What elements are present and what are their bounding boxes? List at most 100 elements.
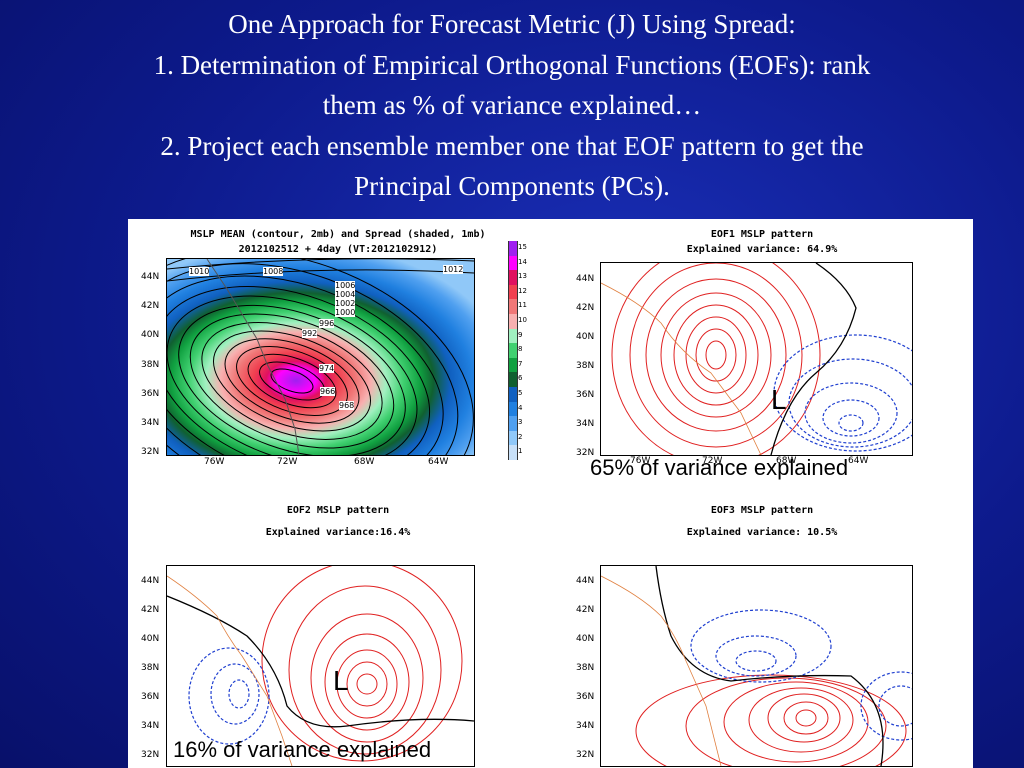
eof2-title-1: EOF2 MSLP pattern [286,505,390,516]
colorbar-label: 2 [518,432,523,441]
colorbar-segment [508,255,518,271]
lat-tick: 36N [576,390,595,400]
lat-tick: 36N [141,389,160,399]
title-line-2: 1. Determination of Empirical Orthogonal… [153,49,871,80]
slide-title: One Approach for Forecast Metric (J) Usi… [20,4,1004,207]
lat-tick: 42N [576,605,595,615]
colorbar-segment [508,357,518,373]
lat-tick: 32N [576,448,595,458]
lat-tick: 36N [141,692,160,702]
eof3-map-graphic [601,566,912,766]
colorbar-segment [508,284,518,300]
lat-tick: 40N [576,332,595,342]
lat-tick: 32N [576,750,595,760]
lat-tick: 32N [141,750,160,760]
eof1-title-1: EOF1 MSLP pattern [710,229,814,240]
lat-tick: 38N [576,361,595,371]
title-line-3: them as % of variance explained… [322,90,702,120]
lat-tick: 40N [141,330,160,340]
colorbar-label: 5 [518,389,523,397]
contour-label: 966 [320,387,336,396]
eof1-map [600,262,913,456]
lat-tick: 44N [576,576,595,586]
title-line-1: One Approach for Forecast Metric (J) Usi… [228,9,796,39]
eof2-panel: EOF2 MSLP pattern Explained variance:16.… [128,494,548,768]
lat-tick: 34N [141,418,160,428]
eof2-map-graphic [167,566,474,766]
lon-tick: 64W [428,457,449,467]
colorbar-label: 11 [518,301,527,310]
colorbar-label: 6 [518,374,523,383]
eof1-map-graphic [601,263,912,455]
mean-map: 1008 1010 1006 1004 1002 1000 996 992 97… [166,258,475,456]
eof1-panel: EOF1 MSLP pattern Explained variance: 64… [552,219,973,489]
contour-label: 968 [339,401,355,410]
colorbar-segment [508,313,518,329]
lat-tick: 44N [141,272,160,282]
mean-map-graphic [167,259,474,455]
contour-label: 1006 [335,281,356,290]
colorbar-segment [508,343,518,358]
figure-panel-area: MSLP MEAN (contour, 2mb) and Spread (sha… [128,219,973,768]
colorbar-label: 9 [518,330,523,339]
colorbar-segment [508,299,518,314]
colorbar-segment [508,372,518,387]
lat-tick: 36N [576,692,595,702]
lon-tick: 76W [204,457,225,467]
eof2-caption: 16% of variance explained [173,737,432,762]
lat-tick: 42N [576,303,595,313]
title-line-5: Principal Components (PCs). [354,171,670,201]
eof1-caption: 65% of variance explained [590,455,849,480]
contour-label: 1010 [189,267,210,276]
lat-tick: 38N [141,663,160,673]
lon-tick: 68W [354,457,375,467]
spread-colorbar [508,241,518,460]
lat-tick: 42N [141,301,160,311]
lon-tick: 68W [776,456,797,466]
lat-tick: 34N [576,721,595,731]
eof1-low-label: L [771,384,787,415]
colorbar-segment [508,241,518,256]
lat-tick: 34N [576,419,595,429]
colorbar-label: 10 [518,316,527,324]
colorbar-label: 15 [518,243,527,251]
lat-tick: 32N [141,447,160,457]
mean-title-1: MSLP MEAN (contour, 2mb) and Spread (sha… [190,229,486,240]
colorbar-segment [508,328,518,344]
colorbar-segment [508,401,518,417]
eof3-title-1: EOF3 MSLP pattern [710,505,814,516]
colorbar-segment [508,386,518,402]
lat-tick: 34N [141,721,160,731]
colorbar-label: 14 [518,257,527,266]
eof2-low-label: L [333,665,349,696]
colorbar-label: 4 [518,403,523,412]
lon-tick: 64W [848,456,869,466]
eof3-map [600,565,913,767]
colorbar-label: 3 [518,418,523,427]
lon-tick: 72W [702,456,723,466]
colorbar-label: 13 [518,272,527,281]
colorbar-label: 12 [518,286,527,295]
lon-tick: 72W [277,457,298,467]
eof2-map [166,565,475,767]
contour-label: 992 [302,329,318,338]
lat-tick: 40N [576,634,595,644]
colorbar-segment [508,445,518,460]
contour-label: 1012 [443,265,464,274]
eof1-title-2: Explained variance: 64.9% [686,244,838,255]
eof3-panel: EOF3 MSLP pattern Explained variance: 10… [552,494,973,768]
contour-label: 974 [319,364,335,373]
colorbar-label: 1 [518,447,523,456]
contour-label: 1000 [335,308,356,317]
colorbar-segment [508,430,518,446]
contour-label: 1002 [335,299,356,308]
lon-tick: 76W [630,456,651,466]
title-line-4: 2. Project each ensemble member one that… [160,130,864,161]
lat-tick: 44N [141,576,160,586]
colorbar-segment [508,416,518,431]
lat-tick: 44N [576,274,595,284]
colorbar-label: 7 [518,359,523,368]
contour-label: 1004 [335,290,356,299]
colorbar-segment [508,270,518,285]
colorbar-label: 8 [518,345,523,354]
